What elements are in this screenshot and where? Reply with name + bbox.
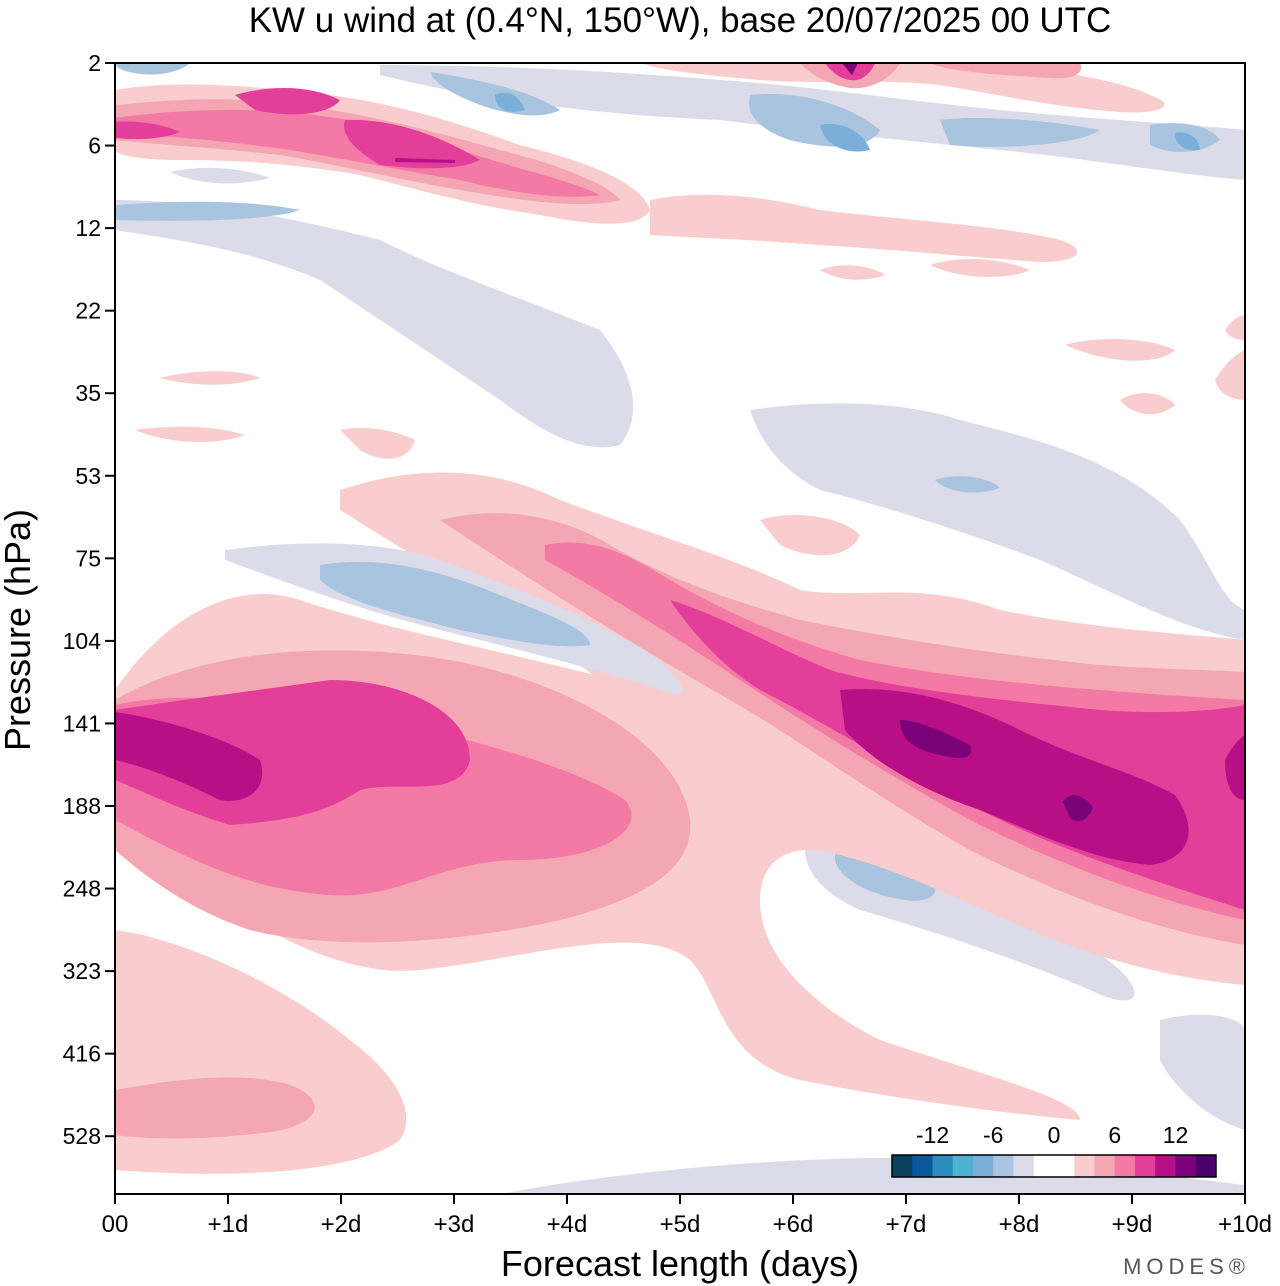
colorbar-swatch [1155,1155,1176,1177]
colorbar-tick-label: -6 [983,1122,1003,1148]
contour-mid-strat-easterly-right [750,403,1245,640]
colorbar-tick-label: 12 [1163,1122,1189,1148]
contour-mid-strat-easterly-core [935,476,1000,493]
colorbar-swatch [1175,1155,1197,1177]
contour-easterly-strip-12hPa [115,201,300,221]
y-tick-label: 248 [63,876,101,902]
colorbar-swatch [892,1155,913,1177]
x-tick-label: +7d [886,1211,927,1238]
contour-strat-easterly-medium [430,72,1220,152]
x-tick-label: 00 [102,1211,129,1238]
contour-blob-16hPa [820,265,885,280]
contour-strat-westerly-deep [115,88,480,169]
y-tick-label: 141 [63,710,101,736]
contour-blob-16hPa-right [930,258,1030,277]
contour-strat-westerly-dark [115,110,600,197]
contour-blob-40hPa-mid [340,428,415,459]
x-axis-label: Forecast length (days) [501,1243,859,1284]
modes-logo: MODES® [1123,1254,1250,1279]
y-tick-label: 2 [88,50,101,76]
contour-blob-edge-30hPa [1215,350,1245,400]
y-tick-label: 323 [63,958,101,984]
contour-field [115,63,1245,1194]
contour-blob-38hPa-right [1120,393,1175,415]
contour-strat-westerly-core [395,158,455,163]
y-tick-label: 188 [63,793,101,819]
contour-strat-westerly-top-core [842,63,858,75]
colorbar-swatch [1195,1155,1217,1177]
contour-descending-band-core-right [1225,735,1245,800]
y-tick-label: 53 [75,463,101,489]
colorbar-swatch [932,1155,954,1177]
y-axis: 2 6 12 22 35 53 75 104 141 188 248 323 416 528 [63,50,115,1149]
colorbar-swatch [1054,1155,1075,1177]
contour-strat-easterly-topleft [115,63,190,75]
colorbar-swatch [952,1155,974,1177]
contour-strat-easterly-strong [495,92,1200,152]
x-tick-label: +5d [660,1211,701,1238]
y-tick-label: 416 [63,1041,101,1067]
x-tick-label: +9d [1112,1211,1153,1238]
x-tick-label: +4d [547,1211,588,1238]
contour-mid-strat-easterly [115,200,634,448]
contour-blob-40hPa [135,426,245,442]
x-tick-label: +10d [1218,1211,1272,1238]
y-tick-label: 75 [75,545,101,571]
colorbar-swatch [912,1155,933,1177]
contour-strat-easterly-8hPa [170,167,270,184]
colorbar-swatch [1114,1155,1136,1177]
colorbar-swatch [1033,1155,1055,1177]
contour-strat-westerly-mid-right [650,194,1078,262]
colorbar-frame [891,1154,1217,1178]
contour-easterly-band-medium [320,561,590,647]
colorbar-tick-label: -12 [916,1122,949,1148]
y-axis-label: Pressure (hPa) [0,509,38,751]
contour-blob-30hPa-right [1065,338,1175,361]
colorbar-swatch [993,1155,1014,1177]
colorbar-swatch [1074,1155,1095,1177]
x-tick-label: +8d [999,1211,1040,1238]
y-tick-label: 528 [63,1123,101,1149]
y-tick-label: 6 [88,133,101,159]
x-tick-label: +1d [208,1211,249,1238]
contour-blob-65hPa [760,515,860,556]
colorbar-swatch [973,1155,994,1177]
contour-lower-right-easterly [1160,1014,1245,1130]
contour-descending-band-max-1 [900,720,971,758]
y-tick-label: 104 [63,628,102,654]
contour-descending-band-max-2 [1063,795,1093,822]
colorbar: -12 -6 0 6 12 [891,1122,1217,1178]
x-axis: 00 +1d +2d +3d +4d +5d +6d +7d +8d +9d +10d [102,1194,1272,1238]
x-tick-label: +3d [434,1211,475,1238]
x-tick-label: +6d [773,1211,814,1238]
colorbar-tick-label: 6 [1108,1122,1121,1148]
y-tick-label: 12 [75,215,101,241]
colorbar-swatch [1013,1155,1035,1177]
y-tick-label: 35 [75,380,101,406]
contour-lower-trop-medium [115,1077,315,1139]
chart-title: KW u wind at (0.4°N, 150°W), base 20/07/… [249,1,1112,40]
contour-main-ridge-core [115,712,263,801]
contour-blob-edge-22hPa [1225,315,1245,340]
colorbar-tick-label: 0 [1048,1122,1061,1148]
x-tick-label: +2d [321,1211,362,1238]
contour-blob-30hPa [160,371,260,385]
colorbar-swatch [1135,1155,1156,1177]
y-tick-label: 22 [75,298,101,324]
colorbar-swatch [1094,1155,1116,1177]
